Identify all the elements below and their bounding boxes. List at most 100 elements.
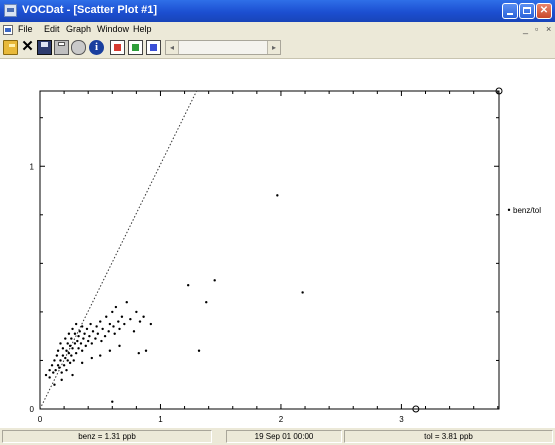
data-point-46: [85, 327, 89, 331]
data-point-74: [138, 320, 142, 323]
data-point-26: [68, 344, 72, 348]
data-point-36: [76, 339, 79, 343]
close-icon: ✕: [539, 5, 549, 16]
data-point-62: [111, 310, 114, 314]
data-point-76: [144, 349, 148, 352]
menu-edit[interactable]: Edit: [44, 24, 60, 34]
menu-graph[interactable]: Graph: [66, 24, 92, 34]
data-point-57: [101, 327, 104, 331]
data-point-53: [95, 325, 98, 328]
data-point-7: [55, 354, 59, 357]
open-folder-icon[interactable]: [3, 40, 18, 55]
data-point-1: [48, 376, 51, 379]
status-bar: benz = 1.31 ppb 19 Sep 01 00:00 tol = 3.…: [0, 428, 555, 445]
menu-window[interactable]: Window: [97, 24, 130, 34]
toolbar: ✕ i ◂ ▸: [0, 38, 555, 59]
mdi-minimize-icon[interactable]: _: [523, 24, 529, 34]
data-point-78: [53, 383, 56, 386]
data-point-12: [59, 342, 62, 345]
data-point-29: [71, 347, 74, 350]
data-point-15: [61, 347, 65, 350]
data-point-19: [65, 368, 68, 372]
data-point-22: [66, 342, 69, 345]
graph-blue-icon[interactable]: [146, 40, 161, 55]
data-point-79: [60, 378, 63, 382]
data-point-67: [118, 327, 121, 331]
maximize-button[interactable]: [519, 3, 535, 19]
data-point-88: [197, 349, 201, 352]
data-point-3: [50, 364, 54, 367]
status-tol: tol = 3.81 ppb: [344, 430, 553, 443]
document-icon[interactable]: [3, 25, 13, 35]
data-point-27: [70, 354, 73, 357]
data-point-77: [149, 322, 153, 326]
graph-red-icon[interactable]: [110, 40, 125, 55]
data-point-32: [73, 342, 77, 345]
data-point-85: [118, 344, 121, 348]
scatter-plot-area[interactable]: 0 1 2 3 0 1 benz/tol: [0, 59, 555, 428]
app-icon[interactable]: [4, 4, 17, 17]
data-point-81: [80, 361, 84, 365]
y-tick-label-1: 1: [30, 162, 35, 171]
data-point-63: [112, 325, 115, 328]
data-point-82: [90, 356, 94, 360]
mdi-close-icon[interactable]: ×: [546, 24, 552, 34]
minimize-icon: [507, 13, 513, 15]
data-point-90: [213, 279, 216, 282]
data-point-83: [99, 354, 102, 357]
data-point-9: [56, 349, 60, 352]
print-icon[interactable]: [54, 40, 69, 55]
data-point-47: [86, 339, 90, 343]
data-point-37: [77, 347, 80, 350]
x-tick-label-1: 1: [158, 415, 163, 424]
scroll-right-icon[interactable]: ▸: [267, 41, 280, 54]
data-point-39: [78, 330, 81, 333]
toolbar-scrollbar[interactable]: ◂ ▸: [165, 40, 281, 55]
data-point-17: [64, 356, 67, 360]
data-point-31: [72, 359, 75, 362]
x-tick-label-2: 2: [279, 415, 284, 424]
data-point-87: [186, 283, 190, 287]
scroll-left-icon[interactable]: ◂: [166, 41, 179, 54]
data-point-35: [74, 322, 78, 326]
data-point-25: [68, 361, 72, 365]
data-point-89: [205, 300, 208, 304]
info-icon[interactable]: i: [89, 40, 104, 55]
data-point-0: [44, 373, 48, 377]
cursor-marker-1: [412, 405, 420, 413]
close-button[interactable]: ✕: [536, 3, 552, 19]
data-point-56: [100, 339, 103, 343]
data-point-60: [107, 330, 110, 333]
data-point-68: [120, 315, 124, 318]
data-point-4: [52, 371, 55, 374]
close-icon[interactable]: ✕: [21, 38, 34, 55]
data-point-24: [67, 332, 71, 335]
data-point-45: [84, 344, 87, 348]
save-disk-icon[interactable]: [37, 40, 52, 55]
title-bar[interactable]: VOCDat - [Scatter Plot #1] ✕: [0, 0, 555, 22]
print-preview-icon[interactable]: [71, 40, 86, 55]
minimize-button[interactable]: [502, 3, 518, 19]
data-point-6: [54, 368, 57, 372]
data-point-5: [53, 359, 56, 362]
maximize-icon: [523, 7, 531, 14]
data-point-48: [88, 334, 91, 338]
data-point-93: [111, 400, 114, 403]
data-point-66: [117, 320, 120, 323]
menu-file[interactable]: File: [18, 24, 33, 34]
data-point-13: [60, 371, 63, 374]
data-point-51: [91, 330, 95, 333]
data-point-92: [301, 291, 304, 294]
data-point-30: [71, 327, 74, 331]
scatter-plot[interactable]: 0 1 2 3 0 1 benz/tol: [0, 59, 555, 428]
data-point-2: [48, 368, 51, 372]
menu-help[interactable]: Help: [133, 24, 152, 34]
data-point-58: [103, 334, 107, 338]
data-point-34: [74, 351, 78, 355]
reference-line: [39, 90, 198, 410]
data-point-43: [82, 337, 85, 340]
graph-green-icon[interactable]: [128, 40, 143, 55]
mdi-restore-icon[interactable]: ▫: [535, 24, 539, 34]
data-point-80: [71, 373, 74, 377]
